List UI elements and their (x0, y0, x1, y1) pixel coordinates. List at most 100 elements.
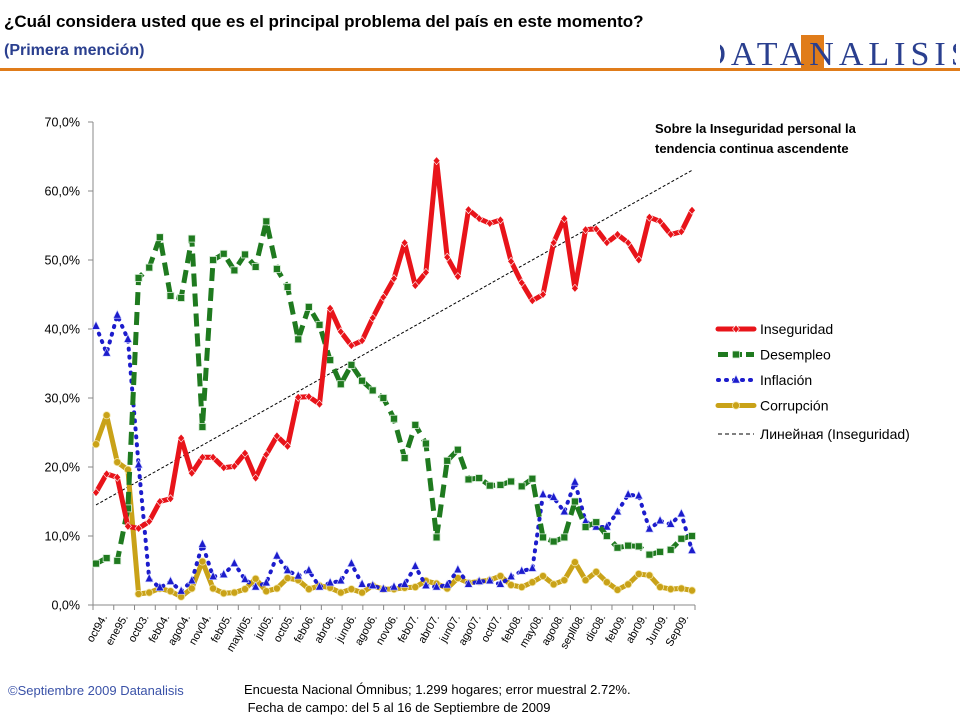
data-point-desempleo (187, 234, 196, 243)
data-point-corrupcion (113, 458, 122, 467)
data-point-corrupcion (624, 580, 633, 589)
data-point-desempleo (230, 266, 239, 275)
data-point-desempleo (656, 547, 664, 556)
data-point-corrupcion (219, 589, 228, 598)
data-point-desempleo (390, 414, 398, 423)
data-point-desempleo (134, 274, 143, 282)
data-point-desempleo (581, 523, 590, 531)
series-line-corrupcion (93, 412, 695, 600)
data-point-inseguridad (273, 431, 281, 441)
data-point-desempleo (539, 533, 547, 542)
data-point-inflacion (506, 571, 516, 581)
header-divider (0, 68, 960, 71)
data-point-inseguridad (400, 238, 409, 248)
data-point-inseguridad (571, 283, 579, 293)
data-point-inflacion (315, 581, 324, 591)
data-point-inseguridad (464, 205, 473, 215)
data-point-corrupcion (634, 569, 643, 578)
data-point-inflacion (442, 579, 452, 589)
data-point-desempleo (102, 554, 111, 562)
data-point-corrupcion (145, 588, 154, 597)
copyright-note: ©Septiembre 2009 Datanalisis (8, 683, 184, 698)
data-point-inflacion (389, 581, 399, 591)
x-tick-label: abr07. (416, 613, 442, 646)
y-tick-label: 30,0% (45, 392, 80, 406)
data-point-inflacion (485, 575, 495, 585)
data-point-inseguridad (666, 230, 675, 239)
data-point-desempleo (422, 439, 430, 448)
chart-title: ¿Cuál considera usted que es el principa… (4, 12, 644, 31)
legend-marker-desempleo (732, 350, 740, 359)
data-point-desempleo (241, 250, 249, 259)
data-point-inseguridad (422, 267, 430, 277)
data-point-inseguridad (560, 214, 569, 224)
data-point-inseguridad (113, 472, 122, 482)
logo-highlight-block (801, 35, 824, 69)
data-point-corrupcion (549, 580, 558, 589)
data-point-inseguridad (390, 274, 398, 284)
data-point-inseguridad (634, 255, 643, 265)
data-point-inflacion (251, 581, 261, 591)
data-point-corrupcion (677, 584, 686, 593)
data-point-inseguridad (379, 292, 388, 302)
data-point-desempleo (273, 265, 281, 273)
data-point-corrupcion (336, 588, 345, 597)
legend-item-desempleo: Desempleo (718, 347, 831, 363)
data-point-corrupcion (198, 557, 207, 566)
data-point-inflacion (464, 578, 473, 588)
data-point-corrupcion (560, 576, 569, 585)
data-point-inflacion (91, 320, 101, 330)
data-point-inflacion (400, 578, 410, 588)
data-point-inseguridad (283, 441, 292, 451)
data-point-corrupcion (539, 572, 548, 581)
data-point-desempleo (336, 380, 345, 389)
data-point-inflacion (666, 518, 676, 528)
survey-note: Encuesta Nacional Ómnibus; 1.299 hogares… (244, 681, 631, 717)
data-point-inseguridad (624, 238, 633, 248)
data-point-inseguridad (102, 469, 111, 479)
data-point-corrupcion (209, 584, 218, 593)
data-point-desempleo (177, 294, 186, 302)
data-point-desempleo (209, 256, 217, 264)
data-point-desempleo (113, 556, 122, 565)
legend-label-inflacion: Inflación (760, 372, 812, 388)
series-line-inseguridad (93, 158, 695, 531)
data-point-inflacion (112, 309, 122, 319)
data-point-desempleo (592, 518, 601, 527)
data-point-desempleo (634, 542, 643, 551)
chart-legend[interactable]: Inseguridad Desempleo Inflación Corrupción Л… (715, 321, 910, 442)
data-point-inseguridad (539, 290, 547, 299)
legend-item-corrupcion: Corrupción (715, 398, 828, 414)
data-point-desempleo (432, 533, 441, 542)
data-point-inseguridad (432, 156, 441, 166)
data-point-inseguridad (358, 336, 366, 346)
data-point-corrupcion (262, 587, 271, 596)
data-point-inseguridad (155, 497, 164, 506)
y-tick-label: 20,0% (45, 461, 80, 475)
data-point-inseguridad (230, 461, 239, 471)
y-tick-label: 10,0% (45, 530, 80, 544)
data-point-desempleo (358, 376, 366, 385)
trend-annotation-line2: tendencia continua ascendente (655, 141, 849, 156)
data-point-inseguridad (262, 450, 271, 460)
data-point-corrupcion (645, 571, 654, 580)
data-point-inseguridad (124, 521, 132, 531)
data-point-inflacion (570, 476, 580, 486)
data-point-corrupcion (592, 567, 601, 576)
x-tick-label: abr06. (312, 613, 338, 646)
data-point-inseguridad (517, 278, 526, 288)
data-point-inflacion (134, 459, 144, 469)
data-point-desempleo (677, 534, 686, 543)
data-point-inflacion (474, 575, 484, 585)
data-point-inseguridad (294, 392, 303, 402)
data-point-inflacion (357, 578, 367, 588)
data-point-corrupcion (240, 585, 249, 594)
data-point-desempleo (219, 249, 228, 258)
data-point-corrupcion (102, 411, 111, 420)
chart-subtitle: (Primera mención) (4, 42, 145, 59)
data-point-corrupcion (283, 574, 292, 583)
data-point-inflacion (197, 538, 207, 548)
data-point-desempleo (475, 474, 484, 482)
data-point-desempleo (645, 550, 654, 559)
data-point-inseguridad (326, 303, 335, 313)
